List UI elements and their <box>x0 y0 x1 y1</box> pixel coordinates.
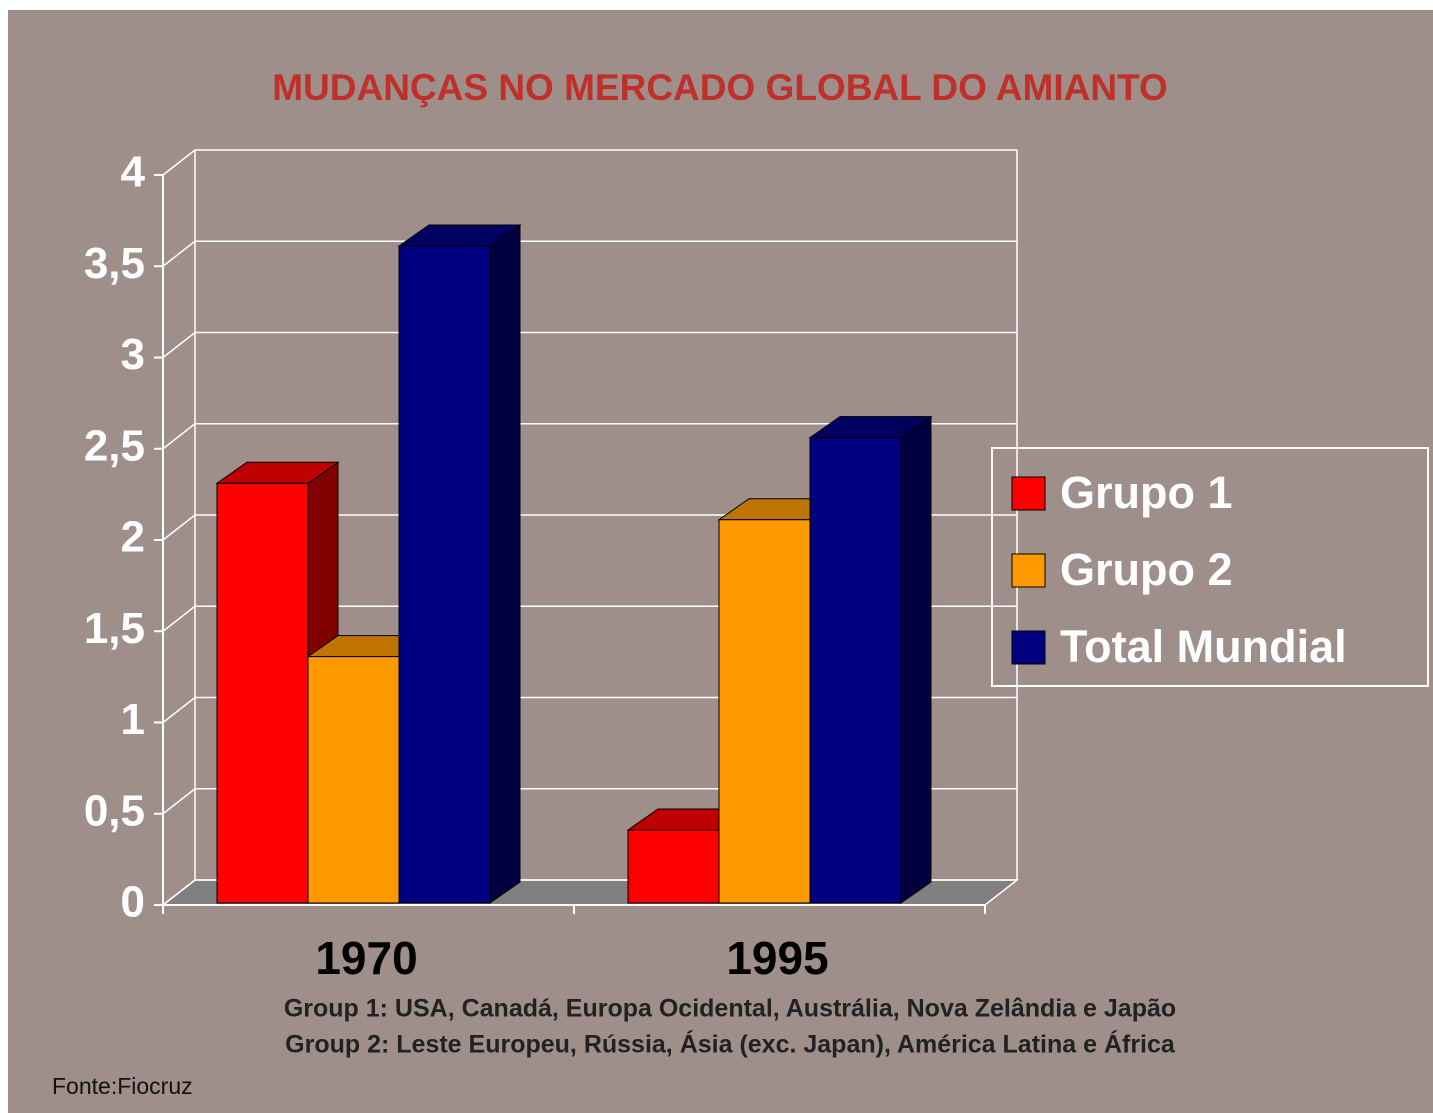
grid-line <box>162 331 196 359</box>
grid-line <box>162 423 196 450</box>
legend-swatch <box>1011 630 1046 665</box>
legend-swatch <box>1011 476 1046 511</box>
y-tick-label: 4 <box>121 148 146 197</box>
note: Group 1: USA, Canadá, Europa Ocidental, … <box>284 995 1176 1023</box>
legend-box <box>991 447 1429 687</box>
source: Fonte:Fiocruz <box>52 1073 193 1099</box>
legend-label: Grupo 1 <box>1060 467 1233 518</box>
y-tick-label: 0,5 <box>84 786 145 835</box>
legend-label: Total Mundial <box>1060 621 1347 672</box>
bar <box>809 437 902 904</box>
y-tick-label: 2,5 <box>84 421 145 470</box>
y-tick-label: 2 <box>121 513 145 562</box>
bar-side <box>489 224 521 904</box>
x-tick-label: 1995 <box>726 932 828 984</box>
grid-line <box>162 149 196 176</box>
bar <box>398 245 491 904</box>
grid-line <box>162 240 196 267</box>
bar <box>307 656 400 904</box>
grid-line <box>162 514 196 541</box>
legend-label: Grupo 2 <box>1060 544 1233 595</box>
grid-line <box>162 605 196 632</box>
grid-line <box>162 788 196 815</box>
bar-side <box>900 415 932 904</box>
y-tick-label: 1,5 <box>84 604 145 653</box>
bar <box>216 482 309 904</box>
note: Group 2: Leste Europeu, Rússia, Ásia (ex… <box>285 1030 1176 1059</box>
x-tick-label: 1970 <box>315 932 417 984</box>
y-tick-label: 3,5 <box>84 239 145 288</box>
bar <box>627 829 720 904</box>
chart-title: MUDANÇAS NO MERCADO GLOBAL DO AMIANTO <box>272 67 1168 108</box>
bar <box>718 519 811 904</box>
grid-line <box>162 879 196 906</box>
grid-line <box>162 696 196 724</box>
legend-swatch <box>1011 553 1046 588</box>
y-tick-label: 3 <box>121 330 145 379</box>
y-tick-label: 0 <box>121 878 145 927</box>
y-tick-label: 1 <box>121 695 145 744</box>
